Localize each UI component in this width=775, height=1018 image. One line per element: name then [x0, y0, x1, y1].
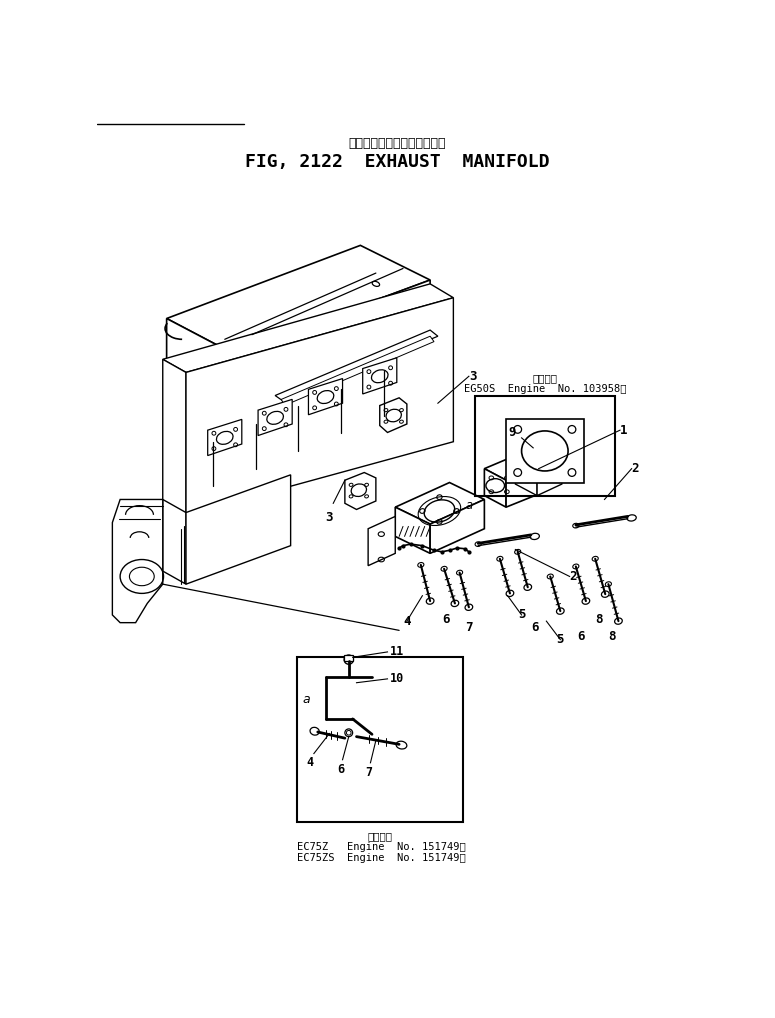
Text: 1: 1: [620, 423, 628, 437]
Polygon shape: [112, 500, 163, 623]
Text: a: a: [302, 693, 310, 706]
Polygon shape: [515, 446, 562, 467]
Text: 6: 6: [577, 630, 585, 643]
Polygon shape: [506, 418, 584, 484]
Polygon shape: [232, 280, 430, 396]
Text: 適用号機: 適用号機: [367, 832, 393, 841]
Polygon shape: [275, 330, 438, 401]
Polygon shape: [167, 319, 232, 396]
Text: 5: 5: [556, 633, 564, 646]
Text: 11: 11: [390, 644, 404, 658]
Text: 適用号機: 適用号機: [532, 374, 557, 384]
Polygon shape: [515, 456, 537, 496]
Text: 4: 4: [403, 615, 411, 628]
Text: a: a: [465, 499, 473, 512]
Polygon shape: [484, 468, 506, 507]
Polygon shape: [186, 297, 453, 515]
Polygon shape: [506, 467, 539, 507]
Text: 6: 6: [531, 621, 539, 634]
Polygon shape: [484, 456, 539, 480]
Polygon shape: [395, 507, 430, 554]
Polygon shape: [163, 359, 186, 515]
Text: 8: 8: [595, 614, 603, 626]
Polygon shape: [430, 500, 484, 554]
Text: 8: 8: [608, 630, 616, 643]
Polygon shape: [368, 516, 395, 566]
Bar: [344, 655, 353, 661]
Text: 6: 6: [442, 614, 449, 626]
Polygon shape: [163, 284, 453, 373]
Text: 10: 10: [390, 672, 404, 684]
Text: 9: 9: [508, 426, 516, 439]
Bar: [297, 657, 463, 823]
Polygon shape: [163, 500, 186, 584]
Text: エキゾースト　マニホールド: エキゾースト マニホールド: [348, 137, 446, 151]
Text: EG50S  Engine  No. 103958～: EG50S Engine No. 103958～: [463, 385, 626, 394]
Polygon shape: [380, 398, 407, 433]
Text: 6: 6: [337, 762, 345, 776]
Text: EC75ZS  Engine  No. 151749～: EC75ZS Engine No. 151749～: [297, 853, 466, 863]
Text: 7: 7: [465, 621, 473, 634]
Text: 3: 3: [326, 511, 333, 524]
Polygon shape: [395, 483, 484, 524]
Bar: [475, 396, 615, 496]
Polygon shape: [186, 474, 291, 584]
Polygon shape: [537, 457, 562, 496]
Polygon shape: [281, 336, 434, 405]
Text: EC75Z   Engine  No. 151749～: EC75Z Engine No. 151749～: [297, 842, 466, 852]
Text: 5: 5: [518, 609, 525, 621]
Polygon shape: [308, 379, 343, 414]
Text: 7: 7: [365, 766, 373, 779]
Polygon shape: [363, 357, 397, 394]
Polygon shape: [208, 419, 242, 456]
Text: 4: 4: [306, 756, 314, 769]
Polygon shape: [345, 472, 376, 509]
Text: 3: 3: [469, 370, 477, 383]
Text: 2: 2: [570, 570, 577, 583]
Polygon shape: [258, 399, 292, 436]
Text: FIG, 2122  EXHAUST  MANIFOLD: FIG, 2122 EXHAUST MANIFOLD: [245, 153, 549, 171]
Polygon shape: [167, 245, 430, 353]
Text: 2: 2: [632, 462, 639, 475]
